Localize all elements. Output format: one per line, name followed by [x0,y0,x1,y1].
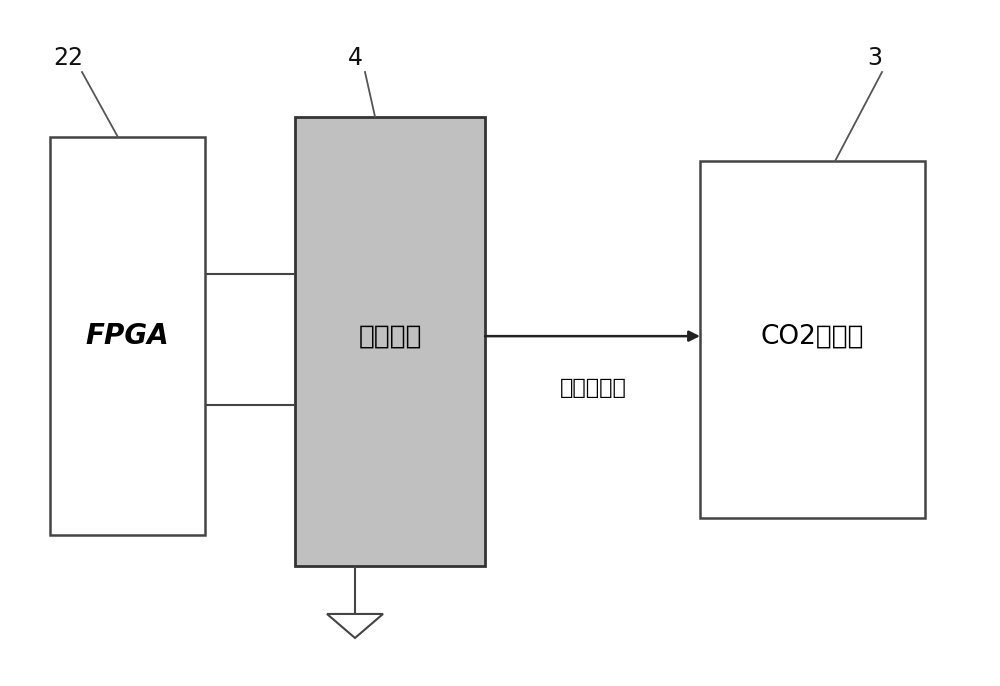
Text: 4: 4 [348,47,362,70]
Text: 开关光信号: 开关光信号 [560,377,626,398]
Text: 22: 22 [53,47,83,70]
Text: CO2激光器: CO2激光器 [761,323,864,349]
Bar [50,137,205,535]
Bar [700,161,925,518]
Polygon shape [327,614,383,638]
Bar [295,117,485,566]
Text: 高速光耦: 高速光耦 [358,323,422,349]
Text: FPGA: FPGA [86,322,169,350]
Text: 3: 3 [868,47,883,70]
